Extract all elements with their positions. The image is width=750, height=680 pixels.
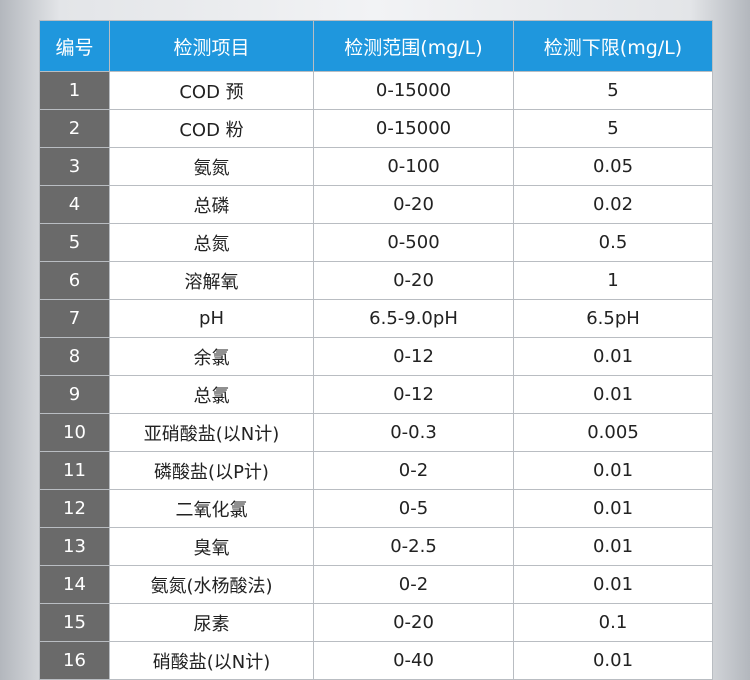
- detection-spec-table: 编号 检测项目 检测范围(mg/L) 检测下限(mg/L) 1 COD 预 0-15…: [39, 20, 713, 680]
- cell-lower-limit: 5: [513, 71, 713, 110]
- cell-item: 氨氮(水杨酸法): [109, 565, 314, 604]
- cell-range: 0-2: [313, 565, 514, 604]
- table-row: 1 COD 预 0-15000 5: [39, 71, 713, 110]
- table-row: 13 臭氧 0-2.5 0.01: [39, 527, 713, 566]
- cell-number: 12: [39, 489, 110, 528]
- table-row: 2 COD 粉 0-15000 5: [39, 109, 713, 148]
- header-range: 检测范围(mg/L): [313, 20, 514, 72]
- cell-range: 6.5-9.0pH: [313, 299, 514, 338]
- cell-item: 总磷: [109, 185, 314, 224]
- cell-lower-limit: 5: [513, 109, 713, 148]
- cell-number: 8: [39, 337, 110, 376]
- cell-lower-limit: 0.01: [513, 565, 713, 604]
- cell-range: 0-40: [313, 641, 514, 680]
- cell-item: COD 粉: [109, 109, 314, 148]
- cell-item: 磷酸盐(以P计): [109, 451, 314, 490]
- cell-number: 7: [39, 299, 110, 338]
- cell-item: 尿素: [109, 603, 314, 642]
- cell-range: 0-20: [313, 185, 514, 224]
- cell-number: 13: [39, 527, 110, 566]
- table-header-row: 编号 检测项目 检测范围(mg/L) 检测下限(mg/L): [39, 20, 713, 72]
- table-row: 15 尿素 0-20 0.1: [39, 603, 713, 642]
- cell-item: 余氯: [109, 337, 314, 376]
- cell-lower-limit: 6.5pH: [513, 299, 713, 338]
- cell-number: 4: [39, 185, 110, 224]
- cell-item: 总氮: [109, 223, 314, 262]
- cell-number: 6: [39, 261, 110, 300]
- table-row: 6 溶解氧 0-20 1: [39, 261, 713, 300]
- table-row: 4 总磷 0-20 0.02: [39, 185, 713, 224]
- cell-item: 亚硝酸盐(以N计): [109, 413, 314, 452]
- cell-lower-limit: 0.1: [513, 603, 713, 642]
- cell-range: 0-15000: [313, 109, 514, 148]
- cell-range: 0-0.3: [313, 413, 514, 452]
- cell-range: 0-12: [313, 337, 514, 376]
- table-row: 14 氨氮(水杨酸法) 0-2 0.01: [39, 565, 713, 604]
- cell-number: 1: [39, 71, 110, 110]
- cell-number: 15: [39, 603, 110, 642]
- header-item: 检测项目: [109, 20, 314, 72]
- cell-lower-limit: 0.01: [513, 375, 713, 414]
- table-row: 3 氨氮 0-100 0.05: [39, 147, 713, 186]
- cell-lower-limit: 1: [513, 261, 713, 300]
- cell-range: 0-5: [313, 489, 514, 528]
- cell-number: 11: [39, 451, 110, 490]
- header-number: 编号: [39, 20, 110, 72]
- table-row: 8 余氯 0-12 0.01: [39, 337, 713, 376]
- cell-range: 0-500: [313, 223, 514, 262]
- cell-number: 14: [39, 565, 110, 604]
- cell-lower-limit: 0.01: [513, 641, 713, 680]
- cell-range: 0-2.5: [313, 527, 514, 566]
- cell-item: 氨氮: [109, 147, 314, 186]
- table-body: 1 COD 预 0-15000 5 2 COD 粉 0-15000 5 3 氨氮 0-100 0.05…: [39, 71, 713, 680]
- table-row: 5 总氮 0-500 0.5: [39, 223, 713, 262]
- cell-range: 0-20: [313, 603, 514, 642]
- cell-item: 总氯: [109, 375, 314, 414]
- cell-item: COD 预: [109, 71, 314, 110]
- cell-item: 溶解氧: [109, 261, 314, 300]
- cell-range: 0-100: [313, 147, 514, 186]
- cell-lower-limit: 0.01: [513, 337, 713, 376]
- cell-lower-limit: 0.5: [513, 223, 713, 262]
- cell-number: 9: [39, 375, 110, 414]
- cell-item: 臭氧: [109, 527, 314, 566]
- cell-lower-limit: 0.005: [513, 413, 713, 452]
- cell-item: pH: [109, 299, 314, 338]
- cell-range: 0-20: [313, 261, 514, 300]
- cell-lower-limit: 0.01: [513, 489, 713, 528]
- table-row: 7 pH 6.5-9.0pH 6.5pH: [39, 299, 713, 338]
- header-lower-limit: 检测下限(mg/L): [513, 20, 713, 72]
- cell-lower-limit: 0.02: [513, 185, 713, 224]
- table-row: 9 总氯 0-12 0.01: [39, 375, 713, 414]
- cell-range: 0-2: [313, 451, 514, 490]
- cell-number: 10: [39, 413, 110, 452]
- cell-item: 硝酸盐(以N计): [109, 641, 314, 680]
- cell-range: 0-12: [313, 375, 514, 414]
- table-row: 11 磷酸盐(以P计) 0-2 0.01: [39, 451, 713, 490]
- cell-number: 3: [39, 147, 110, 186]
- cell-item: 二氧化氯: [109, 489, 314, 528]
- table-row: 16 硝酸盐(以N计) 0-40 0.01: [39, 641, 713, 680]
- cell-number: 16: [39, 641, 110, 680]
- cell-number: 5: [39, 223, 110, 262]
- table-row: 12 二氧化氯 0-5 0.01: [39, 489, 713, 528]
- cell-range: 0-15000: [313, 71, 514, 110]
- cell-lower-limit: 0.01: [513, 451, 713, 490]
- cell-lower-limit: 0.01: [513, 527, 713, 566]
- table-row: 10 亚硝酸盐(以N计) 0-0.3 0.005: [39, 413, 713, 452]
- cell-number: 2: [39, 109, 110, 148]
- cell-lower-limit: 0.05: [513, 147, 713, 186]
